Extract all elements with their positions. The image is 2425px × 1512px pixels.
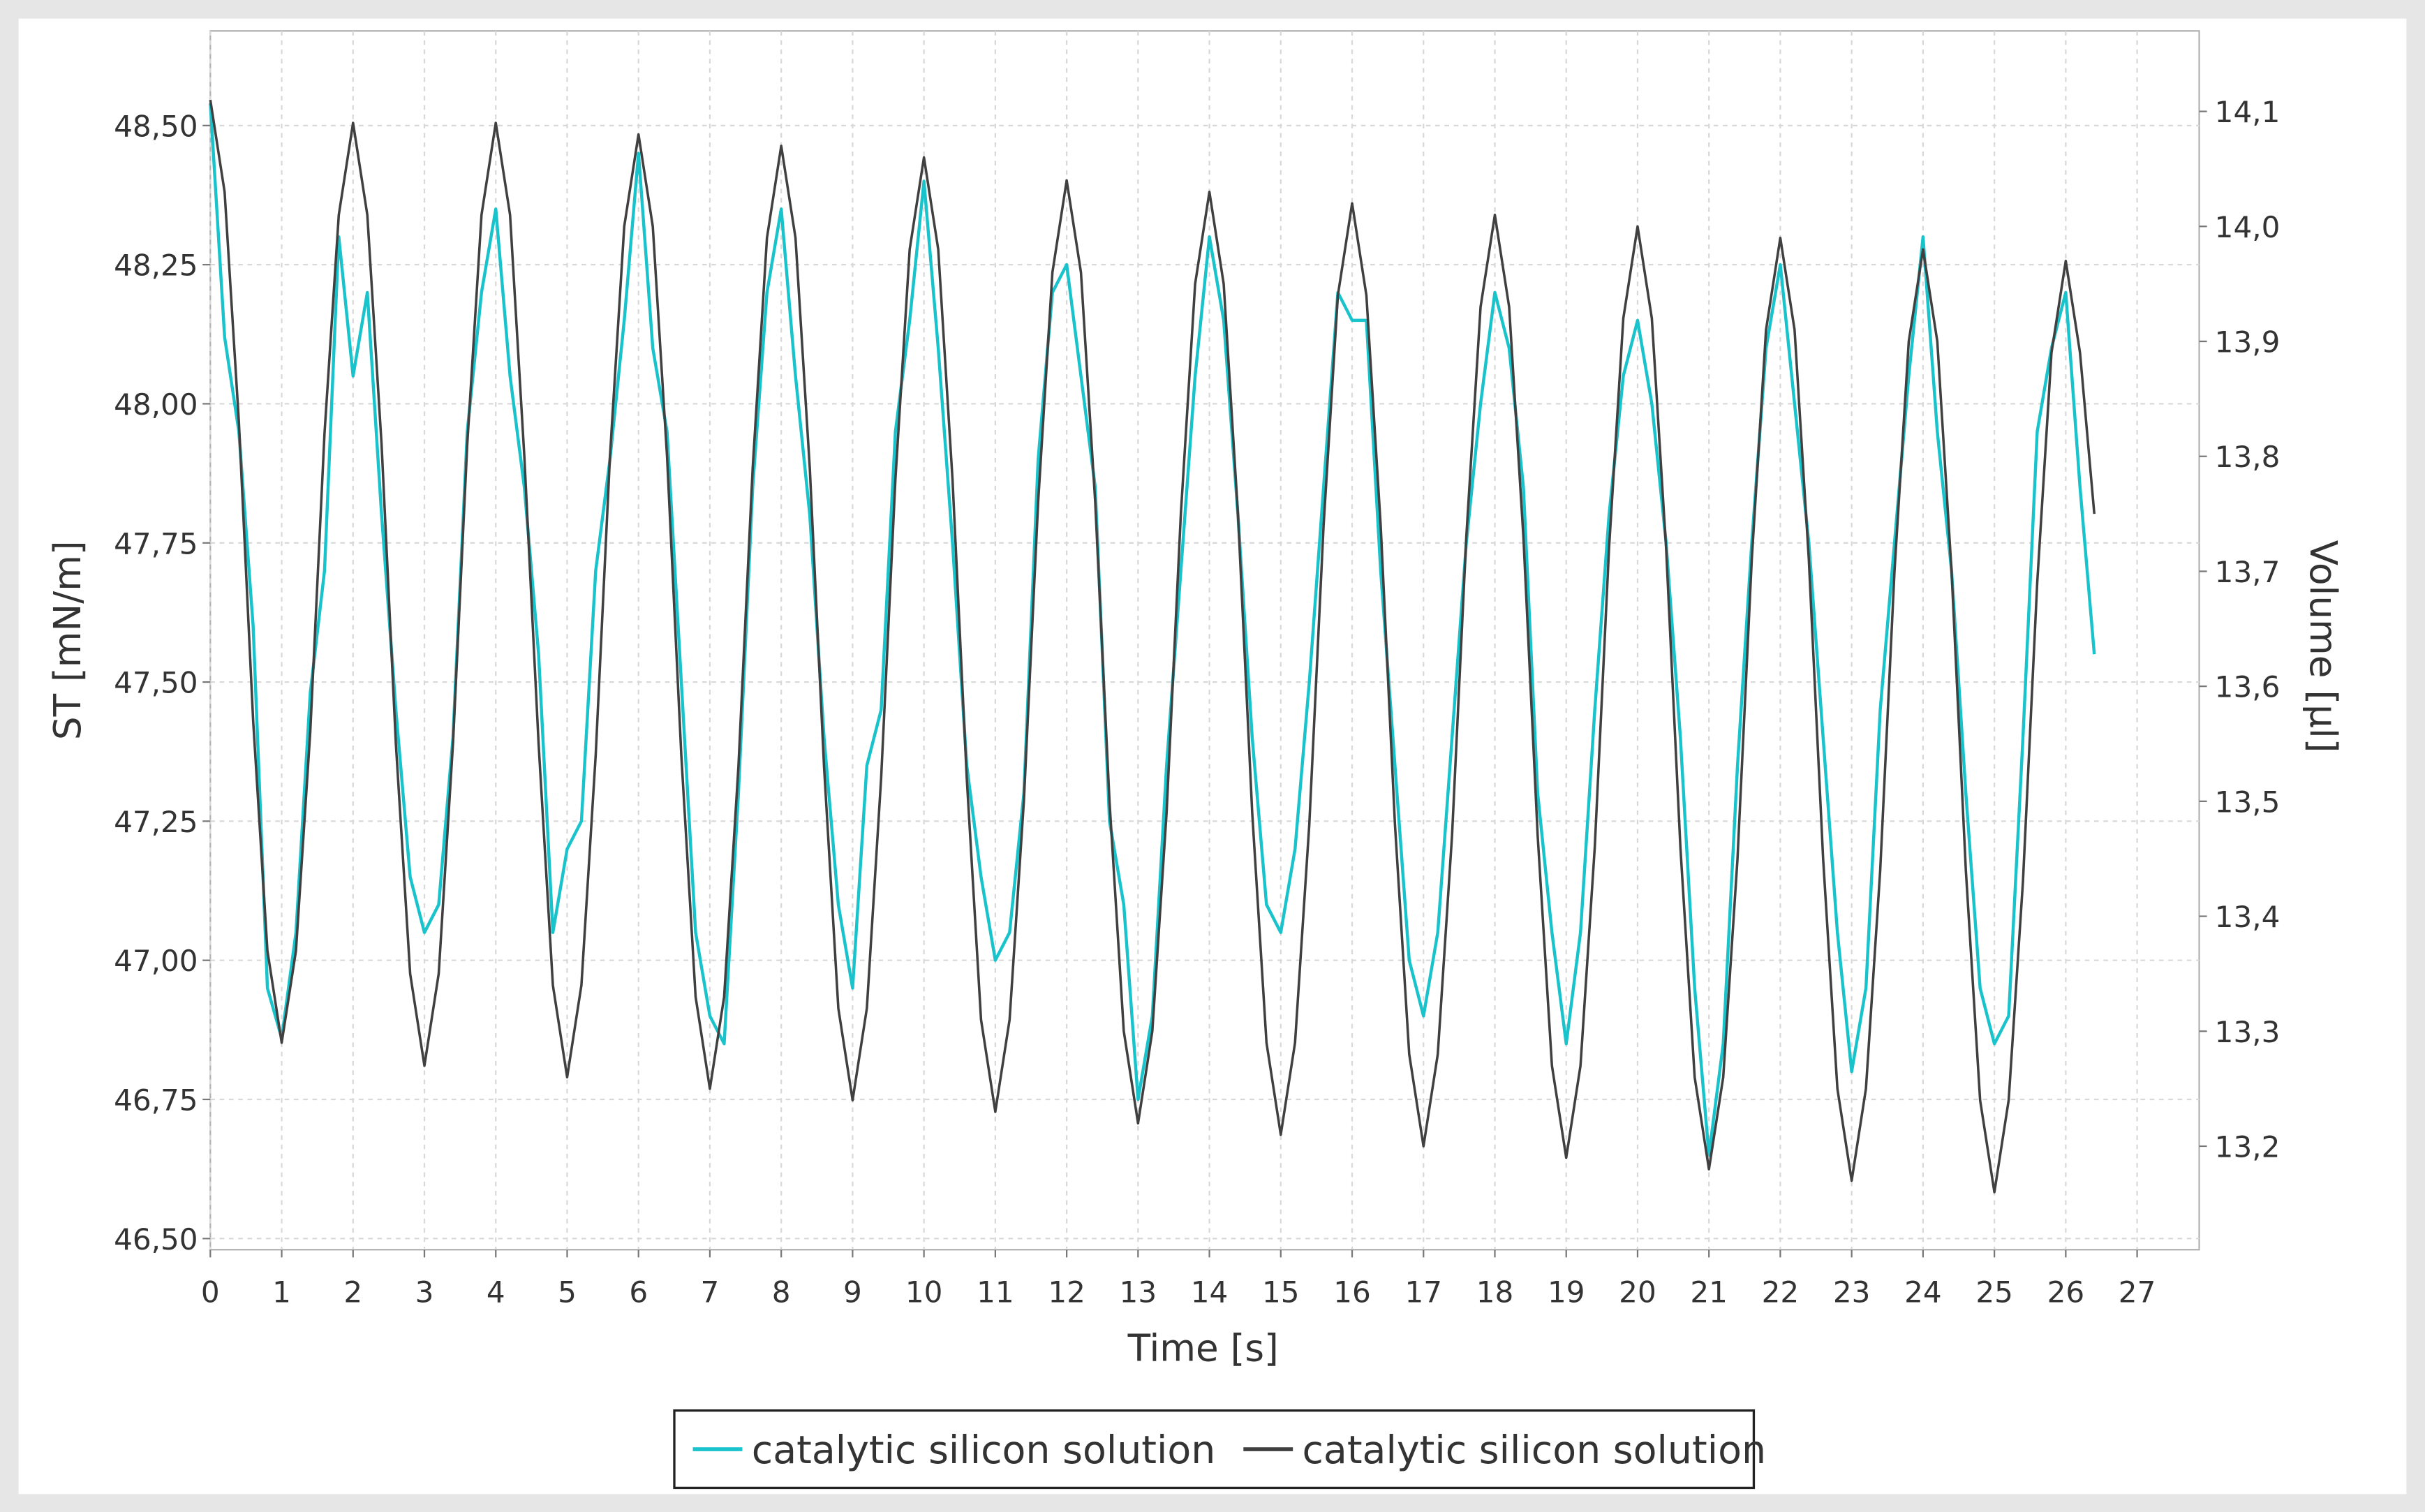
x-tick-label: 7 — [701, 1275, 720, 1310]
y2-tick-label: 13,5 — [2215, 785, 2281, 819]
x-tick-label: 12 — [1048, 1275, 1085, 1310]
x-tick-label: 15 — [1262, 1275, 1300, 1310]
legend-label: catalytic silicon solution — [1302, 1428, 1766, 1473]
y-tick-label: 47,25 — [114, 805, 198, 839]
x-axis-label: Time [s] — [1127, 1327, 1279, 1370]
x-tick-label: 23 — [1833, 1275, 1871, 1310]
x-tick-label: 16 — [1333, 1275, 1371, 1310]
x-tick-label: 2 — [343, 1275, 362, 1310]
x-tick-label: 24 — [1904, 1275, 1942, 1310]
y-tick-label: 47,00 — [114, 944, 198, 978]
x-tick-label: 9 — [843, 1275, 862, 1310]
y2-tick-label: 13,8 — [2215, 440, 2281, 474]
x-tick-label: 19 — [1548, 1275, 1585, 1310]
x-tick-label: 20 — [1619, 1275, 1656, 1310]
y2-tick-label: 13,9 — [2215, 325, 2281, 360]
series-line — [209, 99, 2096, 1194]
x-tick-label: 18 — [1476, 1275, 1514, 1310]
y-tick-label: 46,75 — [114, 1083, 198, 1117]
y2-tick-label: 13,4 — [2215, 900, 2281, 934]
y-tick-label: 47,50 — [114, 666, 198, 700]
y2-tick-label: 13,2 — [2215, 1129, 2281, 1164]
x-tick-label: 21 — [1690, 1275, 1728, 1310]
x-tick-label: 22 — [1762, 1275, 1800, 1310]
y2-tick-label: 14,0 — [2215, 210, 2281, 244]
y2-tick-label: 14,1 — [2215, 95, 2281, 129]
x-tick-label: 4 — [487, 1275, 505, 1310]
legend — [673, 1409, 1756, 1490]
y-tick-label: 47,75 — [114, 526, 198, 561]
x-tick-label: 25 — [1975, 1275, 2013, 1310]
x-tick-label: 17 — [1404, 1275, 1442, 1310]
x-tick-label: 6 — [629, 1275, 648, 1310]
y2-tick-label: 13,7 — [2215, 555, 2281, 589]
x-tick-label: 1 — [272, 1275, 291, 1310]
x-tick-label: 5 — [558, 1275, 577, 1310]
x-tick-label: 11 — [977, 1275, 1014, 1310]
y-tick-label: 48,00 — [114, 387, 198, 422]
x-tick-label: 3 — [415, 1275, 434, 1310]
x-tick-label: 8 — [772, 1275, 791, 1310]
x-tick-label: 13 — [1120, 1275, 1157, 1310]
x-tick-label: 14 — [1191, 1275, 1229, 1310]
x-tick-label: 10 — [905, 1275, 943, 1310]
y-tick-label: 46,50 — [114, 1222, 198, 1257]
y2-tick-label: 13,3 — [2215, 1015, 2281, 1049]
y2-axis-label: Volume [µl] — [2301, 540, 2345, 753]
x-tick-label: 0 — [201, 1275, 220, 1310]
legend-label: catalytic silicon solution — [752, 1428, 1216, 1473]
y2-tick-label: 13,6 — [2215, 670, 2281, 704]
x-tick-label: 27 — [2119, 1275, 2156, 1310]
y-axis-label: ST [mN/m] — [46, 540, 89, 740]
y-tick-label: 48,25 — [114, 249, 198, 283]
y-tick-label: 48,50 — [114, 109, 198, 143]
x-tick-label: 26 — [2047, 1275, 2085, 1310]
